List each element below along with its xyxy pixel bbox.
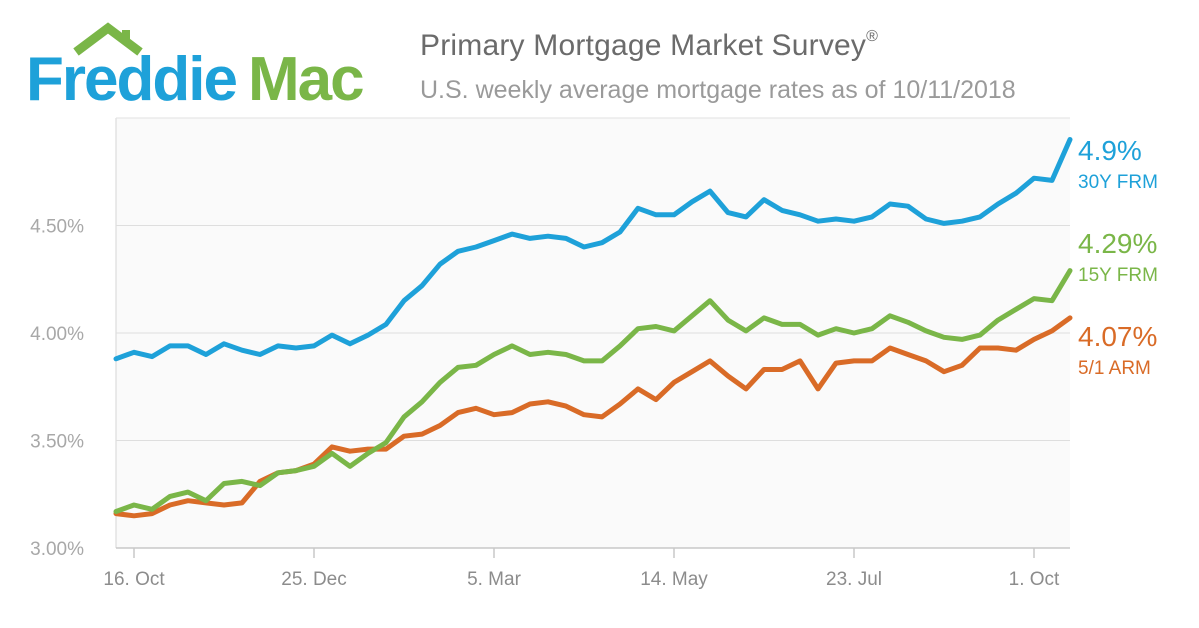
series-end-name: 30Y FRM	[1078, 172, 1158, 193]
series-end-labels: 4.9% 30Y FRM 4.29% 15Y FRM 4.07% 5/1 ARM	[1078, 135, 1158, 379]
x-tick-label: 16. Oct	[103, 569, 165, 590]
y-tick-label: 3.50%	[30, 432, 84, 453]
series-end-value: 4.9%	[1078, 135, 1142, 166]
y-axis: 3.00% 3.50% 4.00% 4.50%	[30, 217, 84, 561]
grid-lines	[116, 225, 1070, 441]
series-end-value: 4.29%	[1078, 228, 1157, 259]
x-axis: 16. Oct 25. Dec 5. Mar 14. May 23. Jul 1. Oct	[103, 547, 1070, 590]
series-lines	[113, 137, 1073, 519]
series-end-name: 15Y FRM	[1078, 265, 1158, 286]
x-tick-label: 25. Dec	[281, 569, 346, 590]
registered-mark: ®	[866, 28, 879, 45]
series-line-30y-frm	[113, 137, 1073, 362]
y-tick-label: 4.50%	[30, 217, 84, 238]
house-roof-icon	[73, 22, 143, 56]
series-end-value: 4.07%	[1078, 321, 1157, 352]
x-tick-label: 14. May	[640, 569, 708, 590]
y-tick-label: 3.00%	[30, 539, 84, 560]
chart-subtitle: U.S. weekly average mortgage rates as of…	[420, 76, 1016, 104]
freddie-mac-logo: Freddie Mac	[26, 22, 365, 108]
x-tick-label: 5. Mar	[467, 569, 522, 590]
y-tick-label: 4.00%	[30, 324, 84, 345]
x-tick-label: 23. Jul	[826, 569, 882, 590]
x-tick-label: 1. Oct	[1009, 569, 1060, 590]
logo-text-freddie: Freddie	[26, 45, 236, 108]
chart-title: Primary Mortgage Market Survey®	[420, 28, 878, 63]
chart-title-text: Primary Mortgage Market Survey	[420, 29, 867, 62]
series-line-15y-frm	[113, 268, 1073, 514]
series-end-name: 5/1 ARM	[1078, 358, 1151, 379]
logo-text-mac: Mac	[248, 45, 363, 108]
